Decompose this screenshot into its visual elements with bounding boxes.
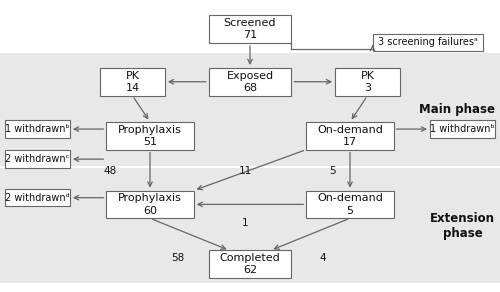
Text: 2 withdrawnᶜ: 2 withdrawnᶜ: [6, 154, 70, 164]
Text: On-demand
17: On-demand 17: [317, 125, 383, 147]
FancyBboxPatch shape: [306, 122, 394, 150]
Text: On-demand
5: On-demand 5: [317, 193, 383, 215]
Text: Completed
62: Completed 62: [220, 253, 280, 275]
FancyBboxPatch shape: [430, 120, 495, 138]
FancyBboxPatch shape: [209, 68, 291, 96]
FancyBboxPatch shape: [106, 190, 194, 218]
Text: Prophylaxis
51: Prophylaxis 51: [118, 125, 182, 147]
Text: 4: 4: [319, 253, 326, 263]
FancyBboxPatch shape: [372, 34, 482, 51]
FancyBboxPatch shape: [5, 120, 70, 138]
FancyBboxPatch shape: [335, 68, 400, 96]
FancyBboxPatch shape: [5, 189, 70, 206]
FancyBboxPatch shape: [106, 122, 194, 150]
FancyBboxPatch shape: [100, 68, 165, 96]
Text: Extension
phase: Extension phase: [430, 212, 495, 239]
Text: 1: 1: [242, 218, 248, 228]
FancyBboxPatch shape: [209, 250, 291, 278]
Text: Exposed
68: Exposed 68: [226, 71, 274, 93]
Text: 2 withdrawnᵈ: 2 withdrawnᵈ: [5, 193, 70, 203]
Text: 1 withdrawnᵇ: 1 withdrawnᵇ: [430, 124, 495, 134]
Text: 48: 48: [104, 166, 117, 176]
Bar: [0, 168, 500, 283]
Text: Prophylaxis
60: Prophylaxis 60: [118, 193, 182, 215]
Text: PK
3: PK 3: [360, 71, 374, 93]
Text: Screened
71: Screened 71: [224, 18, 276, 40]
Text: 1 withdrawnᵇ: 1 withdrawnᵇ: [5, 124, 70, 134]
Bar: [0, 53, 500, 166]
FancyBboxPatch shape: [209, 15, 291, 43]
Text: 5: 5: [329, 166, 336, 176]
Text: Main phase: Main phase: [419, 103, 495, 116]
FancyBboxPatch shape: [5, 150, 70, 168]
Text: 11: 11: [238, 166, 252, 176]
Text: 3 screening failuresᵃ: 3 screening failuresᵃ: [378, 37, 478, 47]
Text: 58: 58: [171, 253, 184, 263]
Text: PK
14: PK 14: [126, 71, 140, 93]
FancyBboxPatch shape: [306, 190, 394, 218]
